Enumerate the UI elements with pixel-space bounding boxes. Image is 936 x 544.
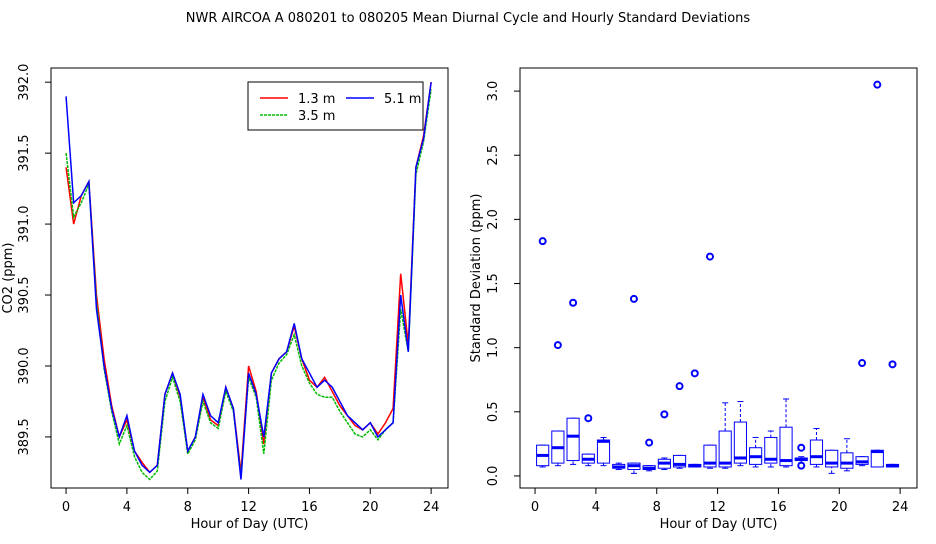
y-tick-label: 3.0: [486, 81, 501, 102]
x-tick-label: 24: [892, 500, 909, 515]
outlier: [705, 252, 714, 261]
y-tick-label: 2.5: [486, 145, 501, 166]
y-tick-label: 2.0: [486, 209, 501, 230]
outlier: [690, 369, 699, 378]
box: [733, 421, 747, 464]
x-axis-title: Hour of Day (UTC): [191, 517, 309, 532]
y-tick-label: 390.0: [17, 347, 32, 384]
box: [703, 444, 717, 468]
outlier: [858, 359, 867, 368]
data-line: [65, 82, 432, 474]
y-axis-title: Standard Deviation (ppm): [469, 194, 484, 363]
box: [840, 452, 854, 469]
outlier: [660, 410, 669, 419]
legend-label: 3.5 m: [298, 109, 335, 124]
y-tick-label: 1.0: [486, 337, 501, 358]
outlier: [873, 80, 882, 89]
x-tick-label: 4: [592, 500, 600, 515]
outlier: [553, 341, 562, 350]
box: [779, 426, 793, 467]
x-tick-label: 16: [301, 500, 318, 515]
legend-box: [247, 81, 424, 131]
outlier: [675, 382, 684, 391]
chart-title: NWR AIRCOA A 080201 to 080205 Mean Diurn…: [186, 11, 751, 26]
legend-label: 5.1 m: [384, 92, 421, 107]
x-tick-label: 24: [423, 500, 440, 515]
y-tick-label: 0.0: [486, 466, 501, 487]
plot-frame: [519, 67, 918, 489]
x-tick-label: 8: [653, 500, 661, 515]
y-tick-label: 390.5: [17, 276, 32, 313]
y-axis-title: CO2 (ppm): [1, 242, 16, 313]
outlier: [797, 461, 806, 470]
y-tick-label: 391.0: [17, 205, 32, 242]
x-tick-label: 4: [123, 500, 131, 515]
x-tick-label: 16: [770, 500, 787, 515]
y-tick-label: 1.5: [486, 273, 501, 294]
outlier: [584, 414, 593, 423]
outlier: [645, 438, 654, 447]
box: [596, 439, 611, 464]
box: [764, 436, 778, 464]
y-tick-label: 391.5: [17, 135, 32, 172]
legend-label: 1.3 m: [298, 92, 335, 107]
x-tick-label: 0: [62, 500, 70, 515]
outlier: [888, 360, 897, 369]
plot-frame: [50, 67, 449, 489]
x-tick-label: 20: [362, 500, 379, 515]
x-tick-label: 20: [831, 500, 848, 515]
x-tick-label: 12: [709, 500, 726, 515]
box: [672, 454, 687, 468]
x-tick-label: 12: [240, 500, 257, 515]
outlier: [797, 443, 806, 452]
data-line: [65, 89, 432, 481]
y-tick-label: 389.5: [17, 418, 32, 455]
data-line: [65, 82, 432, 480]
x-tick-label: 8: [184, 500, 192, 515]
box: [809, 439, 824, 465]
y-tick-label: 0.5: [486, 401, 501, 422]
outlier: [538, 237, 547, 246]
box: [566, 417, 580, 462]
x-axis-title: Hour of Day (UTC): [660, 517, 778, 532]
x-tick-label: 0: [531, 500, 539, 515]
box: [718, 430, 732, 468]
outlier: [569, 298, 578, 307]
y-tick-label: 392.0: [17, 64, 32, 101]
outlier: [629, 294, 638, 303]
